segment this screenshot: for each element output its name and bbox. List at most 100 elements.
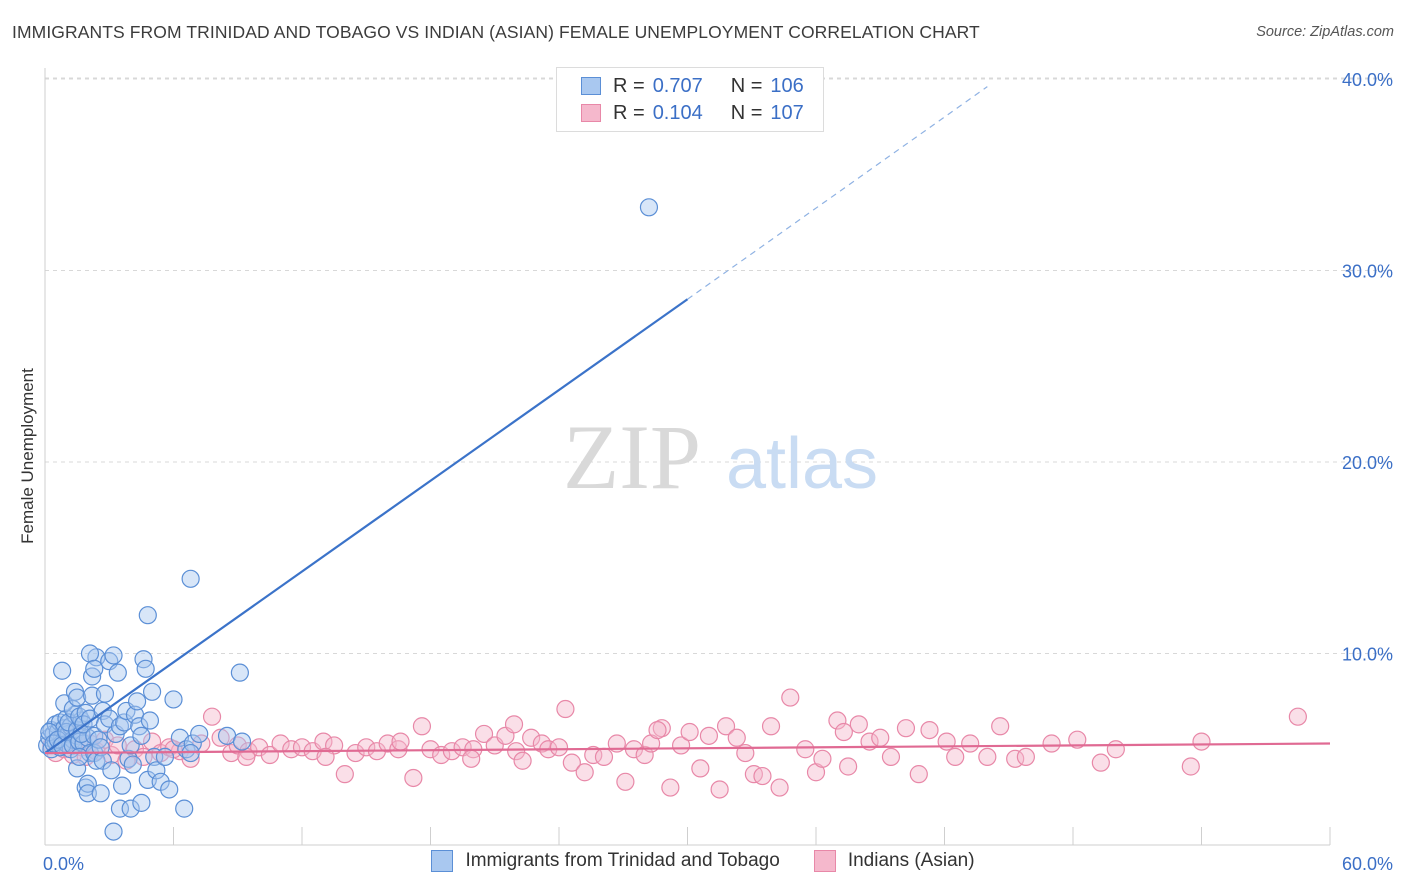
data-point-trinidad <box>181 569 200 588</box>
data-point-trinidad <box>127 692 147 711</box>
blue-swatch <box>581 77 601 95</box>
legend-item-trinidad[interactable]: Immigrants from Trinidad and Tobago <box>431 850 780 872</box>
data-point-trinidad <box>230 663 249 682</box>
trend-lines <box>44 86 1331 755</box>
data-point-indians <box>462 749 481 768</box>
data-point-indians <box>504 715 524 734</box>
data-point-indians <box>648 720 667 740</box>
data-point-indians <box>594 747 614 767</box>
data-point-trinidad <box>140 711 160 730</box>
correlation-stats-box: R = 0.707 N = 106 R = 0.104 N = 107 <box>556 67 824 132</box>
data-point-indians <box>691 759 710 778</box>
data-point-indians <box>920 720 939 740</box>
chart-title: IMMIGRANTS FROM TRINIDAD AND TOBAGO VS I… <box>12 22 980 42</box>
data-point-indians <box>202 707 222 726</box>
data-point-indians <box>404 768 423 788</box>
data-point-indians <box>978 747 997 767</box>
data-point-trinidad <box>104 822 123 841</box>
data-point-indians <box>1192 732 1211 751</box>
trend-line-indians <box>44 742 1331 755</box>
data-point-trinidad <box>112 776 132 795</box>
data-point-indians <box>699 726 719 745</box>
data-point-indians <box>575 763 594 782</box>
data-point-trinidad <box>232 732 252 751</box>
data-point-indians <box>661 778 680 797</box>
data-point-indians <box>781 688 800 707</box>
data-point-trinidad <box>85 659 104 678</box>
r-label: R = <box>613 74 645 97</box>
tick-labels: 10.0% 20.0% 30.0% 40.0% 0.0% 60.0% <box>43 70 1393 874</box>
data-point-indians <box>616 772 635 791</box>
data-point-indians <box>946 747 965 767</box>
data-point-trinidad <box>123 755 142 774</box>
data-point-trinidad <box>190 724 209 744</box>
chart-legend: Immigrants from Trinidad and Tobago Indi… <box>0 850 1406 872</box>
data-point-indians <box>896 719 916 738</box>
data-point-trinidad <box>160 780 179 799</box>
y-tick-label: 40.0% <box>1342 70 1393 90</box>
data-point-indians <box>1042 734 1061 753</box>
gridlines <box>45 77 1392 654</box>
n-value: 106 <box>770 74 804 97</box>
data-point-indians <box>834 722 853 742</box>
r-label: R = <box>613 101 645 124</box>
data-point-trinidad <box>175 799 194 818</box>
r-value: 0.104 <box>652 101 703 124</box>
data-point-trinidad <box>78 774 97 793</box>
data-point-indians <box>796 740 815 759</box>
data-point-trinidad <box>132 726 151 745</box>
data-point-indians <box>991 717 1010 736</box>
data-point-indians <box>391 732 410 751</box>
data-point-indians <box>716 717 736 736</box>
data-point-trinidad <box>138 606 157 625</box>
data-point-trinidad <box>121 799 140 818</box>
data-point-indians <box>727 728 746 747</box>
data-point-indians <box>211 728 230 747</box>
data-point-indians <box>1068 730 1087 749</box>
data-point-trinidad <box>108 663 127 682</box>
watermark-atlas: atlas <box>726 424 878 504</box>
data-point-trinidad <box>136 659 155 678</box>
legend-swatch-pink <box>813 850 836 872</box>
data-point-indians <box>1181 757 1200 776</box>
x-tick-label: 60.0% <box>1342 854 1393 874</box>
data-point-indians <box>680 722 699 742</box>
data-point-indians <box>562 753 581 772</box>
y-tick-label: 30.0% <box>1342 262 1393 282</box>
y-tick-label: 10.0% <box>1342 645 1393 665</box>
data-point-indians <box>1016 747 1035 767</box>
data-point-trinidad <box>68 688 87 707</box>
data-point-indians <box>1106 740 1125 759</box>
axes <box>44 68 1331 846</box>
data-point-indians <box>507 742 526 761</box>
data-point-indians <box>671 736 691 755</box>
data-point-trinidad <box>95 684 115 703</box>
data-point-indians <box>556 699 575 719</box>
data-point-indians <box>474 724 494 744</box>
data-point-indians <box>961 734 980 753</box>
data-point-indians <box>753 766 772 786</box>
data-point-trinidad <box>68 759 87 778</box>
legend-item-indians[interactable]: Indians (Asian) <box>813 850 975 872</box>
data-point-indians <box>937 732 956 751</box>
data-point-trinidad <box>80 644 100 663</box>
legend-swatch-blue <box>431 850 454 872</box>
data-point-indians <box>335 765 354 784</box>
data-point-indians <box>839 757 858 776</box>
data-point-trinidad <box>102 761 121 780</box>
data-point-trinidad <box>142 682 162 701</box>
n-label: N = <box>730 101 763 124</box>
data-point-trinidad <box>91 784 110 803</box>
data-point-trinidad <box>53 661 72 680</box>
n-label: N = <box>730 74 763 97</box>
data-point-indians <box>522 728 541 747</box>
data-point-indians <box>761 717 781 736</box>
data-point-indians <box>871 728 890 747</box>
r-value: 0.707 <box>652 74 703 97</box>
x-tick-label: 0.0% <box>43 854 84 874</box>
stats-row-trinidad: R = 0.707 N = 106 <box>581 73 804 99</box>
data-point-indians <box>635 745 654 765</box>
y-tick-label: 20.0% <box>1342 453 1393 473</box>
y-axis-title: Female Unemployment <box>18 368 37 544</box>
data-point-indians <box>181 749 200 768</box>
